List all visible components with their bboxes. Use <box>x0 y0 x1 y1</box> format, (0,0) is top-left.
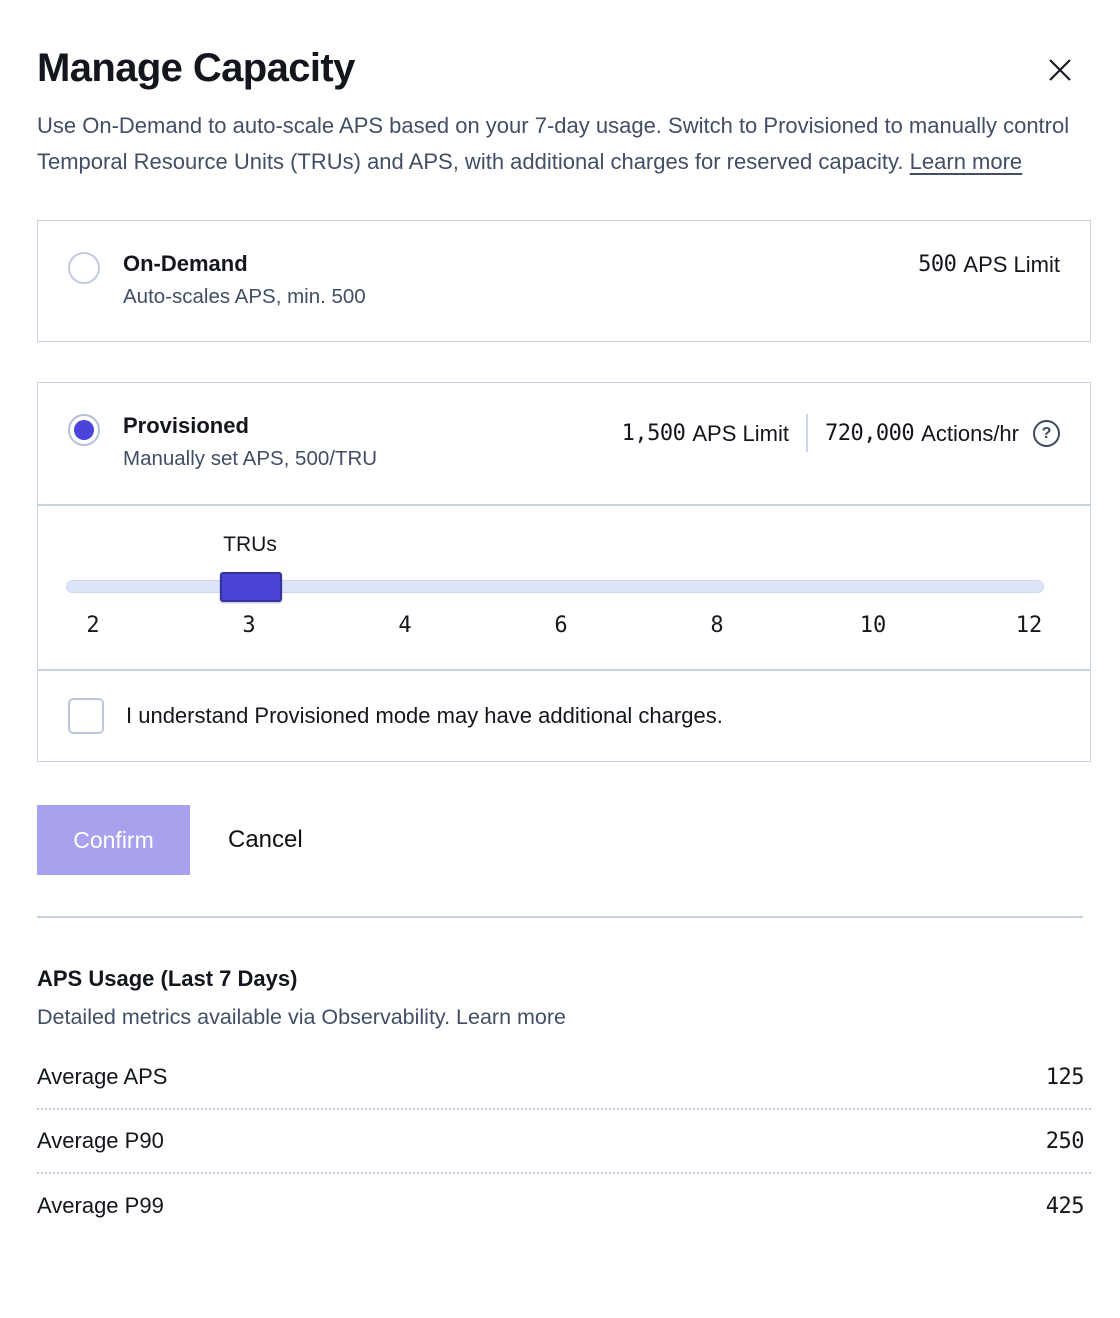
provisioned-group: Provisioned Manually set APS, 500/TRU 1,… <box>37 382 1091 762</box>
on-demand-aps-suffix: APS Limit <box>963 252 1060 277</box>
on-demand-text: On-Demand Auto-scales APS, min. 500 <box>123 251 918 309</box>
usage-row-average-p90: Average P90 250 <box>37 1110 1091 1174</box>
help-icon[interactable]: ? <box>1033 419 1060 447</box>
slider-tick: 3 <box>242 613 256 638</box>
provisioned-label: Provisioned <box>123 413 249 438</box>
usage-row-label: Average P90 <box>37 1128 164 1153</box>
provisioned-aps-suffix: APS Limit <box>692 420 789 446</box>
section-divider <box>37 916 1083 918</box>
usage-section: APS Usage (Last 7 Days) Detailed metrics… <box>37 966 1091 1238</box>
usage-row-value: 250 <box>1045 1128 1085 1154</box>
provisioned-sublabel: Manually set APS, 500/TRU <box>123 447 378 470</box>
usage-learn-more-link[interactable]: Learn more <box>456 1005 566 1029</box>
close-button[interactable] <box>1042 52 1078 88</box>
page-title: Manage Capacity <box>37 46 355 90</box>
provisioned-values: 1,500 APS Limit 720,000 Actions/hr ? <box>622 414 1060 452</box>
usage-row-value: 425 <box>1045 1193 1085 1219</box>
usage-row-label: Average APS <box>37 1064 168 1089</box>
slider-thumb[interactable] <box>220 572 282 602</box>
acknowledge-label: I understand Provisioned mode may have a… <box>126 703 723 728</box>
usage-subheading-text: Detailed metrics available via Observabi… <box>37 1005 451 1029</box>
action-bar: Confirm Cancel <box>37 805 1091 875</box>
on-demand-option-card[interactable]: On-Demand Auto-scales APS, min. 500 500 … <box>37 220 1091 342</box>
provisioned-option-card[interactable]: Provisioned Manually set APS, 500/TRU 1,… <box>37 382 1091 505</box>
slider-track[interactable] <box>66 580 1044 593</box>
slider-tick: 10 <box>859 613 887 638</box>
manage-capacity-modal: Manage Capacity Use On-Demand to auto-sc… <box>0 44 1120 1238</box>
usage-row-label: Average P99 <box>37 1193 164 1218</box>
usage-row-value: 125 <box>1045 1064 1085 1090</box>
on-demand-label: On-Demand <box>123 251 248 276</box>
on-demand-radio[interactable] <box>68 252 100 284</box>
slider-tick: 2 <box>86 613 100 638</box>
description-text: Use On-Demand to auto-scale APS based on… <box>37 113 1070 174</box>
slider-tick: 6 <box>554 613 568 638</box>
provisioned-actions-value: 720,000 <box>824 420 915 446</box>
provisioned-actions-suffix: Actions/hr <box>921 420 1019 446</box>
usage-subheading: Detailed metrics available via Observabi… <box>37 1004 1091 1030</box>
acknowledge-checkbox[interactable] <box>68 698 104 734</box>
cancel-button[interactable]: Cancel <box>228 826 303 853</box>
close-icon <box>1049 59 1071 81</box>
radio-selected-dot <box>74 420 94 440</box>
value-divider <box>805 414 808 452</box>
slider-tick: 4 <box>398 613 412 638</box>
provisioned-text: Provisioned Manually set APS, 500/TRU <box>123 413 622 471</box>
on-demand-aps-value: 500 <box>918 252 957 277</box>
modal-header: Manage Capacity <box>37 44 1091 92</box>
modal-description: Use On-Demand to auto-scale APS based on… <box>37 108 1085 179</box>
on-demand-sublabel: Auto-scales APS, min. 500 <box>123 285 366 308</box>
on-demand-aps-limit: 500 APS Limit <box>918 252 1060 277</box>
provisioned-aps-value: 1,500 <box>621 420 686 446</box>
slider-ticks: 2 3 4 6 8 10 12 <box>78 613 1044 638</box>
confirm-button[interactable]: Confirm <box>37 805 190 875</box>
usage-row-average-aps: Average APS 125 <box>37 1046 1091 1110</box>
slider-tick: 8 <box>710 613 724 638</box>
provisioned-radio[interactable] <box>68 414 100 446</box>
slider-label: TRUs <box>223 533 277 556</box>
usage-row-average-p99: Average P99 425 <box>37 1174 1091 1238</box>
acknowledge-section: I understand Provisioned mode may have a… <box>37 670 1091 762</box>
tru-slider-section: TRUs 2 3 4 6 8 10 12 <box>37 505 1091 670</box>
learn-more-link[interactable]: Learn more <box>909 148 1023 174</box>
slider-tick: 12 <box>1015 613 1043 638</box>
usage-heading: APS Usage (Last 7 Days) <box>37 966 298 991</box>
usage-table: Average APS 125 Average P90 250 Average … <box>37 1046 1091 1238</box>
